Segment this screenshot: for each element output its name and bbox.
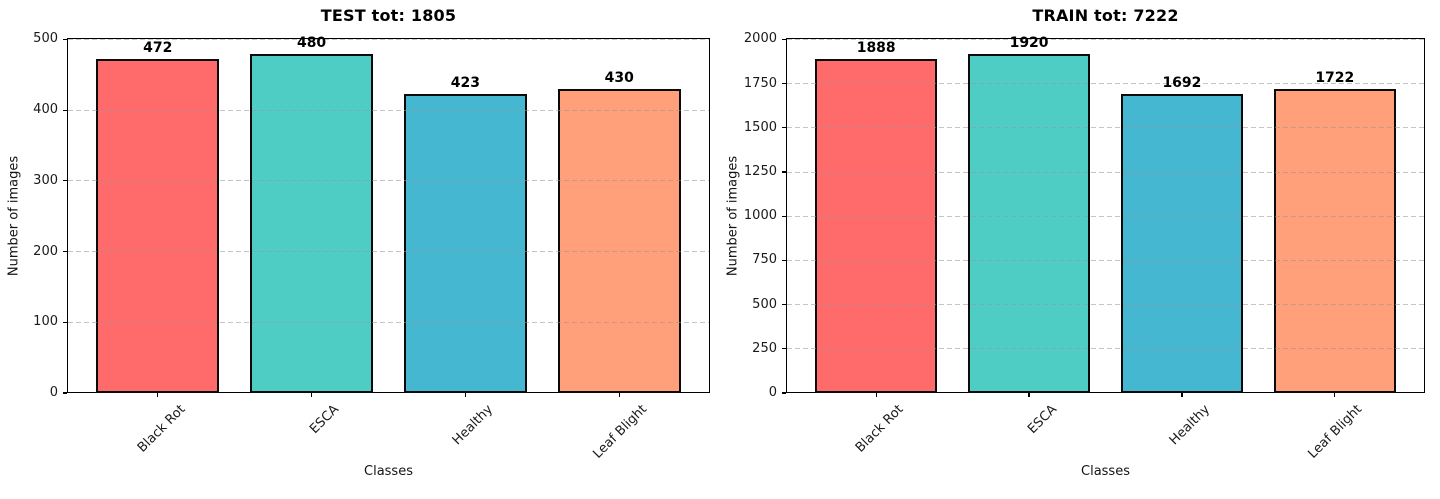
y-tick-label: 400 [33,102,58,118]
x-axis-label: Classes [364,464,413,479]
y-tick-mark [62,250,67,253]
bar-esca [967,53,1091,393]
bar-value-label: 1722 [1315,69,1355,86]
gridline [787,348,1424,350]
x-tick-label-esca: ESCA [1024,402,1060,437]
x-tick-label-black-rot: Black Rot [134,402,189,456]
x-tick-mark [618,393,620,397]
bar-healthy [403,93,527,393]
gridline [68,109,709,111]
y-tick-label: 2000 [743,31,777,47]
bar-value-label: 1920 [1009,34,1049,51]
y-tick-mark [62,109,67,111]
y-tick-mark [62,180,67,182]
gridline [787,171,1424,173]
x-tick-mark [1028,393,1030,397]
plot-area [67,38,710,393]
x-tick-mark [1334,393,1336,397]
bar-value-label: 480 [296,34,327,51]
gridline [787,304,1424,306]
y-tick-label: 300 [33,172,58,188]
gridline [68,321,709,323]
y-tick-label: 750 [752,252,777,268]
chart-title: TEST tot: 1805 [320,6,457,25]
y-tick-mark [781,171,786,173]
y-tick-label: 100 [33,314,58,330]
y-tick-mark [781,392,786,394]
gridline [787,83,1424,85]
gridline [787,127,1424,129]
bar-esca [250,53,374,393]
y-tick-mark [62,38,67,40]
x-tick-mark [1181,393,1183,397]
y-tick-label: 1500 [743,119,777,135]
bar-chart-panel-test: TEST tot: 1805 Number of images Classes … [7,6,710,479]
bar-value-label: 430 [604,69,634,86]
gridline [68,38,709,40]
y-tick-mark [781,38,786,40]
x-tick-label-healthy: Healthy [449,402,497,449]
y-tick-label: 250 [752,340,777,356]
y-tick-label: 1750 [743,75,777,91]
y-tick-mark [62,392,67,394]
y-tick-mark [781,127,786,129]
y-tick-mark [781,215,786,217]
y-tick-label: 1250 [743,164,777,179]
gridline [68,251,709,253]
y-tick-mark [781,83,786,85]
gridline [787,215,1424,217]
bar-value-label: 1888 [856,40,896,57]
gridline [787,38,1424,40]
bar-value-label: 1692 [1162,74,1202,91]
bar-black-rot [96,59,220,393]
y-tick-label: 500 [752,296,777,312]
bar-chart-panel-train: TRAIN tot: 7222 Number of images Classes… [720,0,1440,499]
bar-value-label: 423 [450,74,481,91]
x-tick-mark [310,393,313,397]
x-tick-label-leaf-blight: Leaf Blight [590,402,650,462]
bar-black-rot [815,59,938,393]
y-tick-mark [62,321,67,323]
y-tick-label: 500 [33,31,58,47]
bar-leaf-blight [1273,88,1396,393]
x-axis-label: Classes [1081,464,1130,479]
bar-value-label: 472 [143,40,173,57]
bar-healthy [1120,93,1244,393]
y-tick-mark [781,348,786,350]
y-tick-label: 0 [768,385,777,400]
chart-title: TRAIN tot: 7222 [1032,6,1179,25]
x-tick-mark [875,393,877,397]
y-tick-label: 200 [33,243,58,259]
y-tick-mark [781,304,786,306]
x-tick-label-black-rot: Black Rot [853,402,907,456]
y-tick-label: 0 [49,385,58,400]
plot-area [786,38,1425,393]
gridline [68,180,709,182]
gridline [787,259,1424,261]
bar-leaf-blight [557,88,681,393]
x-tick-mark [464,393,466,397]
x-tick-label-healthy: Healthy [1166,402,1213,449]
y-tick-mark [781,259,786,261]
x-tick-label-esca: ESCA [307,402,343,437]
x-tick-mark [157,393,159,397]
x-tick-label-leaf-blight: Leaf Blight [1305,402,1366,462]
y-tick-label: 1000 [743,208,777,224]
